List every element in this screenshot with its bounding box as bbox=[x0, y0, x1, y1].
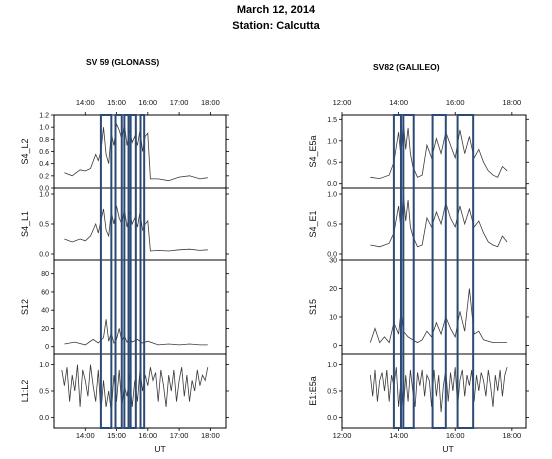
c0-xtick-label-bottom-4: 18:00 bbox=[201, 431, 220, 440]
c1-xtick-label-top-1: 14:00 bbox=[389, 98, 408, 107]
c1-panel-1-ylabel: S4_E1 bbox=[308, 210, 318, 237]
c1-panel-3-ytick-label-2: 1.0 bbox=[327, 362, 337, 369]
c1-panel-2-ylabel: S15 bbox=[308, 299, 318, 315]
c1-panel-0-ylabel: S4_E5a bbox=[308, 135, 318, 167]
c1-panel-1-ytick-label-1: 0.5 bbox=[327, 222, 337, 229]
c1-panel-0-series-0-line bbox=[370, 121, 508, 180]
c0-panel-3-ylabel: L1:L2 bbox=[20, 380, 30, 403]
c0-panel-2-ytick-label-4: 80 bbox=[41, 271, 49, 278]
c0-panel-0-ytick-label-1: 0.2 bbox=[39, 173, 49, 180]
c1-xtick-label-bottom-2: 16:00 bbox=[446, 431, 465, 440]
c1-panel-2-ytick-label-2: 20 bbox=[329, 286, 337, 293]
c1-highlight-box-3 bbox=[456, 114, 475, 429]
c0-panel-3-ytick-label-2: 1.0 bbox=[39, 362, 49, 369]
c0-panel-1-ytick-label-2: 1.0 bbox=[39, 192, 49, 199]
c0-xlabel: UT bbox=[154, 444, 165, 454]
c1-panel-0-ytick-label-2: 1.0 bbox=[327, 138, 337, 145]
c1-panel-1-frame bbox=[341, 187, 527, 261]
c1-panel-3-ytick-label-1: 0.5 bbox=[327, 389, 337, 396]
left-chart-title: SV 59 (GLONASS) bbox=[86, 57, 160, 67]
c0-xtick-label-top-3: 17:00 bbox=[170, 98, 189, 107]
c0-panel-3-ytick-label-1: 0.5 bbox=[39, 389, 49, 396]
c0-xtick-label-top-2: 16:00 bbox=[138, 98, 157, 107]
c0-xtick-label-top-4: 18:00 bbox=[201, 98, 220, 107]
c1-xlabel: UT bbox=[442, 444, 453, 454]
c0-panel-0-ylabel: S4_L2 bbox=[20, 138, 30, 164]
c1-xtick-label-top-3: 18:00 bbox=[502, 98, 521, 107]
c1-xtick-label-top-0: 12:00 bbox=[333, 98, 352, 107]
c0-highlight-box-2 bbox=[123, 114, 130, 429]
c1-highlight-box-0 bbox=[392, 114, 402, 429]
c1-panel-2-ytick-label-0: 0 bbox=[333, 343, 337, 350]
c1-panel-1-ytick-label-2: 1.0 bbox=[327, 192, 337, 199]
c0-panel-0-ytick-label-5: 1.0 bbox=[39, 125, 49, 132]
c0-xtick-label-bottom-0: 14:00 bbox=[76, 431, 95, 440]
c1-panel-0-frame bbox=[341, 114, 527, 189]
c1-panel-2-frame bbox=[341, 259, 527, 355]
c0-highlight-box-1 bbox=[114, 114, 123, 429]
c1-xtick-label-top-2: 16:00 bbox=[446, 98, 465, 107]
c1-xtick-label-bottom-0: 12:00 bbox=[333, 431, 352, 440]
c1-panel-3-ylabel: E1:E5a bbox=[308, 376, 318, 406]
figure-date-title: March 12, 2014 bbox=[236, 4, 316, 16]
c0-xtick-label-bottom-3: 17:00 bbox=[170, 431, 189, 440]
c0-panel-2-ytick-label-0: 0 bbox=[45, 344, 49, 351]
c0-xtick-label-bottom-1: 15:00 bbox=[107, 431, 126, 440]
c0-panel-3-ytick-label-0: 0.0 bbox=[39, 415, 49, 422]
c1-highlight-box-2 bbox=[431, 114, 447, 429]
c0-xtick-label-bottom-2: 16:00 bbox=[138, 431, 157, 440]
c0-xtick-label-top-0: 14:00 bbox=[76, 98, 95, 107]
c0-panel-2-ytick-label-3: 60 bbox=[41, 289, 49, 296]
c1-panel-0-ytick-label-0: 0.0 bbox=[327, 181, 337, 188]
c0-xtick-label-top-1: 15:00 bbox=[107, 98, 126, 107]
c0-panel-0-ytick-label-0: 0.0 bbox=[39, 186, 49, 193]
c0-panel-1-ylabel: S4_L1 bbox=[20, 211, 30, 237]
c0-highlight-box-3 bbox=[129, 114, 137, 429]
c0-panel-3-series-0-line bbox=[61, 364, 209, 413]
c1-panel-0-ytick-label-3: 1.5 bbox=[327, 117, 337, 124]
c0-highlight-box-0 bbox=[99, 114, 113, 429]
c0-panel-1-ytick-label-0: 0.0 bbox=[39, 252, 49, 259]
c0-panel-0-ytick-label-4: 0.8 bbox=[39, 137, 49, 144]
c1-panel-2-ytick-label-3: 30 bbox=[329, 258, 337, 265]
c1-panel-1-ytick-label-0: 0.0 bbox=[327, 252, 337, 259]
c1-panel-3-frame bbox=[341, 353, 527, 429]
c0-panel-0-ytick-label-2: 0.4 bbox=[39, 161, 49, 168]
c1-xtick-label-bottom-1: 14:00 bbox=[389, 431, 408, 440]
right-chart-title: SV82 (GALILEO) bbox=[373, 62, 440, 72]
c1-panel-2-series-0-line bbox=[369, 288, 508, 344]
c0-panel-2-ytick-label-2: 40 bbox=[41, 308, 49, 315]
c1-highlight-box-1 bbox=[402, 114, 415, 429]
c1-panel-0-ytick-label-1: 0.5 bbox=[327, 160, 337, 167]
station-title: Station: Calcutta bbox=[232, 20, 320, 32]
c0-panel-2-series-0-line bbox=[64, 319, 208, 346]
c1-panel-1-series-0-line bbox=[370, 193, 508, 248]
c1-panel-2-ytick-label-1: 10 bbox=[329, 314, 337, 321]
c0-panel-1-ytick-label-1: 0.5 bbox=[39, 222, 49, 229]
c1-panel-3-series-0-line bbox=[369, 367, 508, 413]
c0-panel-2-ytick-label-1: 20 bbox=[41, 326, 49, 333]
c0-highlight-box-4 bbox=[139, 114, 146, 429]
c1-panel-3-ytick-label-0: 0.0 bbox=[327, 415, 337, 422]
c0-panel-0-ytick-label-3: 0.6 bbox=[39, 149, 49, 156]
c0-panel-2-ylabel: S12 bbox=[20, 299, 30, 315]
c0-panel-0-ytick-label-6: 1.2 bbox=[39, 113, 49, 120]
c1-xtick-label-bottom-3: 18:00 bbox=[502, 431, 521, 440]
